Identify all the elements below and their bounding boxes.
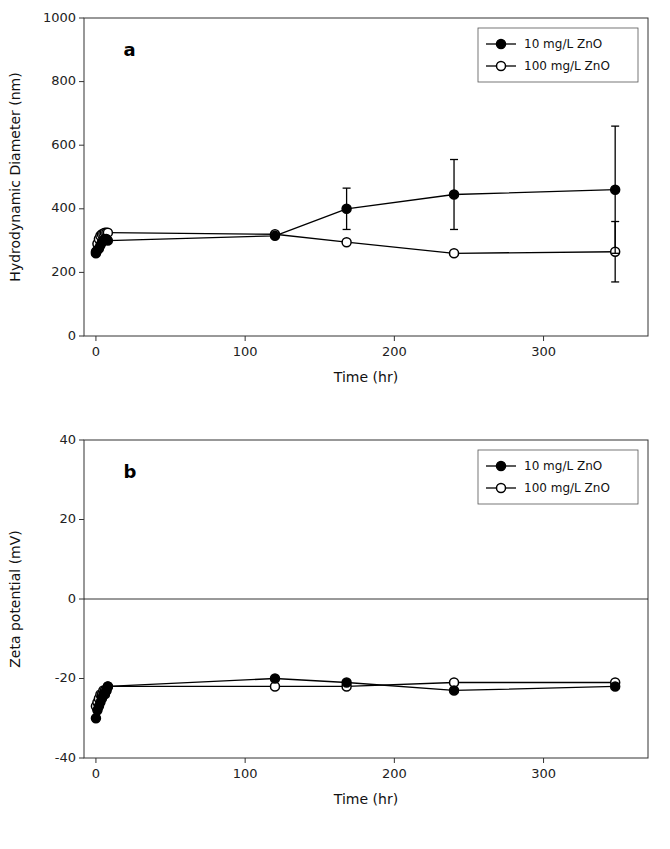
x-tick-label: 200 xyxy=(382,344,407,359)
x-axis-label: Time (hr) xyxy=(333,369,398,385)
y-tick xyxy=(79,208,84,209)
legend-marker xyxy=(497,40,506,49)
legend-marker xyxy=(497,62,506,71)
x-tick xyxy=(543,758,544,763)
y-tick-label: 1000 xyxy=(43,10,76,25)
plot-frame xyxy=(84,18,648,336)
panel-title: b xyxy=(123,461,136,482)
x-tick-label: 0 xyxy=(92,766,100,781)
y-tick-label: 40 xyxy=(59,432,76,447)
point xyxy=(611,185,620,194)
legend-box xyxy=(478,28,638,82)
y-tick xyxy=(79,519,84,520)
x-axis-label: Time (hr) xyxy=(333,791,398,807)
y-tick-label: 400 xyxy=(51,200,76,215)
y-tick-label: 800 xyxy=(51,73,76,88)
y-tick xyxy=(79,599,84,600)
point xyxy=(103,236,112,245)
y-tick-label: 200 xyxy=(51,264,76,279)
point xyxy=(270,674,279,683)
error-cap xyxy=(450,159,458,160)
y-axis-label: Hydrodynamic Diameter (nm) xyxy=(7,72,23,281)
x-tick-label: 100 xyxy=(233,344,258,359)
error-bar xyxy=(611,126,619,253)
error-cap xyxy=(450,229,458,230)
point xyxy=(342,678,351,687)
y-tick xyxy=(79,440,84,441)
y-tick xyxy=(79,678,84,679)
legend: 10 mg/L ZnO 100 mg/L ZnO xyxy=(478,450,638,504)
point xyxy=(103,682,112,691)
figure: 020040060080010000100200300Time (hr)Hydr… xyxy=(0,0,670,849)
legend-label: 100 mg/L ZnO xyxy=(524,481,610,495)
point xyxy=(103,682,112,691)
point xyxy=(450,686,459,695)
legend-box xyxy=(478,450,638,504)
y-tick xyxy=(79,272,84,273)
legend: 10 mg/L ZnO 100 mg/L ZnO xyxy=(478,28,638,82)
y-tick xyxy=(79,336,84,337)
error-cap xyxy=(611,253,619,254)
series-line xyxy=(96,233,615,254)
legend-label: 10 mg/L ZnO xyxy=(524,37,602,51)
x-tick xyxy=(245,336,246,341)
legend-marker xyxy=(497,484,506,493)
x-tick-label: 300 xyxy=(531,766,556,781)
plot-frame xyxy=(84,440,648,758)
y-tick xyxy=(79,18,84,19)
point xyxy=(342,204,351,213)
error-bar xyxy=(343,188,351,229)
y-tick-label: -20 xyxy=(55,670,76,685)
y-axis-label: Zeta potential (mV) xyxy=(7,530,23,668)
series-line xyxy=(96,190,615,254)
x-tick xyxy=(394,758,395,763)
series-line xyxy=(96,679,615,719)
x-tick xyxy=(543,336,544,341)
x-tick-label: 300 xyxy=(531,344,556,359)
point xyxy=(450,190,459,199)
data-area xyxy=(91,126,619,282)
x-tick xyxy=(95,336,96,341)
point xyxy=(342,238,351,247)
point xyxy=(270,231,279,240)
legend-label: 10 mg/L ZnO xyxy=(524,459,602,473)
point xyxy=(611,682,620,691)
y-tick-label: 0 xyxy=(68,328,76,343)
y-tick xyxy=(79,81,84,82)
x-tick xyxy=(95,758,96,763)
x-tick-label: 200 xyxy=(382,766,407,781)
error-cap xyxy=(343,229,351,230)
x-tick-label: 100 xyxy=(233,766,258,781)
error-bar xyxy=(450,160,458,230)
error-cap xyxy=(611,125,619,126)
error-cap xyxy=(343,187,351,188)
legend-label: 100 mg/L ZnO xyxy=(524,59,610,73)
panel: -40 -20 0 20 40 0 100 200 300 Time (hr) Zeta poten… xyxy=(7,432,648,808)
y-tick-label: 20 xyxy=(59,511,76,526)
x-tick xyxy=(394,336,395,341)
panel-title: a xyxy=(123,39,135,60)
x-tick xyxy=(245,758,246,763)
y-tick xyxy=(79,145,84,146)
x-tick-label: 0 xyxy=(92,344,100,359)
point xyxy=(450,249,459,258)
data-area xyxy=(84,599,648,723)
panel: 0 200 400 600 800 1000 0 100 200 300 Time (hr) Hydr… xyxy=(7,10,648,386)
series xyxy=(91,126,619,258)
y-tick-label: -40 xyxy=(55,750,76,765)
y-tick xyxy=(79,758,84,759)
series-line xyxy=(96,682,615,706)
reference-line xyxy=(84,599,648,600)
legend-marker xyxy=(497,462,506,471)
y-tick-label: 0 xyxy=(68,591,76,606)
series xyxy=(91,222,619,282)
error-cap xyxy=(611,281,619,282)
series xyxy=(91,674,619,723)
background xyxy=(0,0,670,849)
y-tick-label: 600 xyxy=(51,137,76,152)
